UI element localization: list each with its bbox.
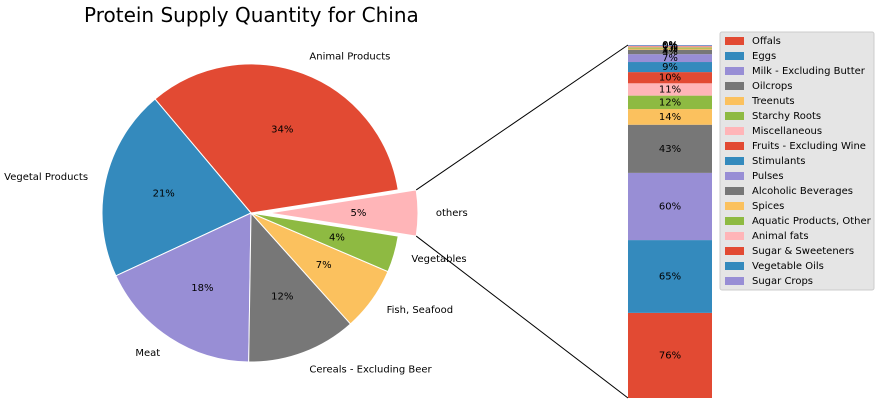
pie-slice-cereals-excluding-beer <box>248 211 352 363</box>
legend-label-eggs: Eggs <box>752 51 776 62</box>
legend-swatch-miscellaneous <box>725 127 744 135</box>
bar-segment-miscellaneous <box>628 83 712 96</box>
legend-label-alcoholic-beverages: Alcoholic Beverages <box>752 186 853 197</box>
bar-segment-aquatic-products-other <box>628 47 712 49</box>
pie-label-animal-products: Animal Products <box>309 52 390 63</box>
bar-pct-label-milk-excluding-butter: 60% <box>659 201 681 212</box>
bar-segment-alcoholic-beverages <box>628 49 712 55</box>
bar-segment-spices <box>628 48 712 50</box>
bar-segment-starchy-roots <box>628 95 712 110</box>
legend-label-treenuts: Treenuts <box>751 96 795 107</box>
legend-swatch-aquatic-products-other <box>725 217 744 225</box>
legend-label-offals: Offals <box>752 36 781 47</box>
pie-pct-label-cereals-excluding-beer: 12% <box>271 292 293 303</box>
bar-pct-label-pulses: 7% <box>662 53 678 64</box>
bar-segment-stimulants <box>628 62 712 73</box>
bar-segment-treenuts <box>628 109 712 125</box>
bar-pct-label-aquatic-products-other: 1% <box>662 43 678 54</box>
legend-swatch-vegetable-oils <box>725 262 744 270</box>
pie-slice-vegetal-products <box>101 98 252 277</box>
bar-pct-label-spices: 1% <box>662 44 678 55</box>
bar-pct-label-starchy-roots: 12% <box>659 97 681 108</box>
bar-segment-animal-fats <box>628 46 712 48</box>
bar-pct-label-eggs: 65% <box>659 271 681 282</box>
breakdown-bar: 76%65%60%43%14%12%11%10%9%7%4%1%1%1%0%0%… <box>628 40 712 398</box>
legend-swatch-milk-excluding-butter <box>725 67 744 75</box>
bar-segment-oilcrops <box>628 124 712 173</box>
legend: Offals Eggs Milk - Excluding Butter Oilcrop… <box>719 31 875 291</box>
legend-swatch-starchy-roots <box>725 112 744 120</box>
legend-label-stimulants: Stimulants <box>752 156 806 167</box>
legend-swatch-alcoholic-beverages <box>725 187 744 195</box>
legend-swatch-eggs <box>725 52 744 60</box>
bar-pct-label-animal-fats: 1% <box>662 42 678 53</box>
bar-pct-label-vegetable-oils: 0% <box>662 41 678 52</box>
pie-label-vegetables: Vegetables <box>411 254 466 265</box>
bar-pct-label-oilcrops: 43% <box>659 144 681 155</box>
pie-label-vegetal-products: Vegetal Products <box>4 172 88 183</box>
bar-segment-offals <box>628 312 712 398</box>
legend-label-sugar-sweeteners: Sugar & Sweeteners <box>752 246 854 257</box>
connector-lines <box>415 44 629 399</box>
bar-segment-eggs <box>628 240 712 313</box>
chart-title: Protein Supply Quantity for China <box>84 3 419 27</box>
pie-slice-others <box>268 189 419 237</box>
pie-slice-animal-products <box>154 63 399 214</box>
pie-pct-label-fish-seafood: 7% <box>316 260 332 271</box>
legend-swatch-fruits-excluding-wine <box>725 142 744 150</box>
pie-label-others: others <box>436 208 468 219</box>
bar-pct-label-stimulants: 9% <box>662 62 678 73</box>
legend-swatch-animal-fats <box>725 232 744 240</box>
pie-pct-label-meat: 18% <box>191 283 213 294</box>
legend-swatch-sugar-sweeteners <box>725 247 744 255</box>
legend-label-sugar-crops: Sugar Crops <box>752 276 813 287</box>
bar-pct-label-offals: 76% <box>659 350 681 361</box>
pie-pct-label-vegetables: 4% <box>329 233 345 244</box>
bar-segment-fruits-excluding-wine <box>628 72 712 84</box>
pie-pct-label-animal-products: 34% <box>271 124 293 135</box>
pie: 5% others 34% Animal Products 21% Vegetal Pro… <box>4 52 468 376</box>
bar-segment-milk-excluding-butter <box>628 172 712 241</box>
legend-label-pulses: Pulses <box>752 171 784 182</box>
legend-label-vegetable-oils: Vegetable Oils <box>752 261 824 272</box>
bar-pct-label-fruits-excluding-wine: 10% <box>659 73 681 84</box>
connector-line-top <box>415 44 629 191</box>
legend-swatch-stimulants <box>725 157 744 165</box>
legend-swatch-treenuts <box>725 97 744 105</box>
bar-segment-pulses <box>628 54 712 63</box>
legend-swatch-pulses <box>725 172 744 180</box>
pie-label-meat: Meat <box>135 348 160 359</box>
legend-label-miscellaneous: Miscellaneous <box>752 126 822 137</box>
bar-pct-label-sugar-crops: 0% <box>662 40 678 51</box>
bar-pct-label-miscellaneous: 11% <box>659 84 681 95</box>
legend-label-milk-excluding-butter: Milk - Excluding Butter <box>752 66 866 77</box>
pie-pct-label-vegetal-products: 21% <box>153 189 175 200</box>
legend-label-spices: Spices <box>752 201 784 212</box>
legend-label-starchy-roots: Starchy Roots <box>752 111 821 122</box>
legend-label-aquatic-products-other: Aquatic Products, Other <box>752 216 872 227</box>
pie-label-fish-seafood: Fish, Seafood <box>387 305 453 316</box>
connector-line-bottom <box>415 235 629 399</box>
bar-pct-label-alcoholic-beverages: 4% <box>662 47 678 58</box>
legend-label-oilcrops: Oilcrops <box>752 81 793 92</box>
pie-slice-meat <box>115 212 252 363</box>
bar-pct-label-sugar-sweeteners: 0% <box>662 41 678 52</box>
pie-pct-label-others: 5% <box>350 208 366 219</box>
legend-swatch-spices <box>725 202 744 210</box>
legend-background <box>719 31 875 291</box>
legend-swatch-oilcrops <box>725 82 744 90</box>
pie-label-cereals-excluding-beer: Cereals - Excluding Beer <box>309 364 432 375</box>
legend-label-fruits-excluding-wine: Fruits - Excluding Wine <box>752 141 866 152</box>
bar-pct-label-treenuts: 14% <box>659 112 681 123</box>
legend-swatch-sugar-crops <box>725 277 744 285</box>
legend-swatch-offals <box>725 37 744 45</box>
pie-slice-vegetables <box>250 212 399 273</box>
legend-label-animal-fats: Animal fats <box>752 231 809 242</box>
